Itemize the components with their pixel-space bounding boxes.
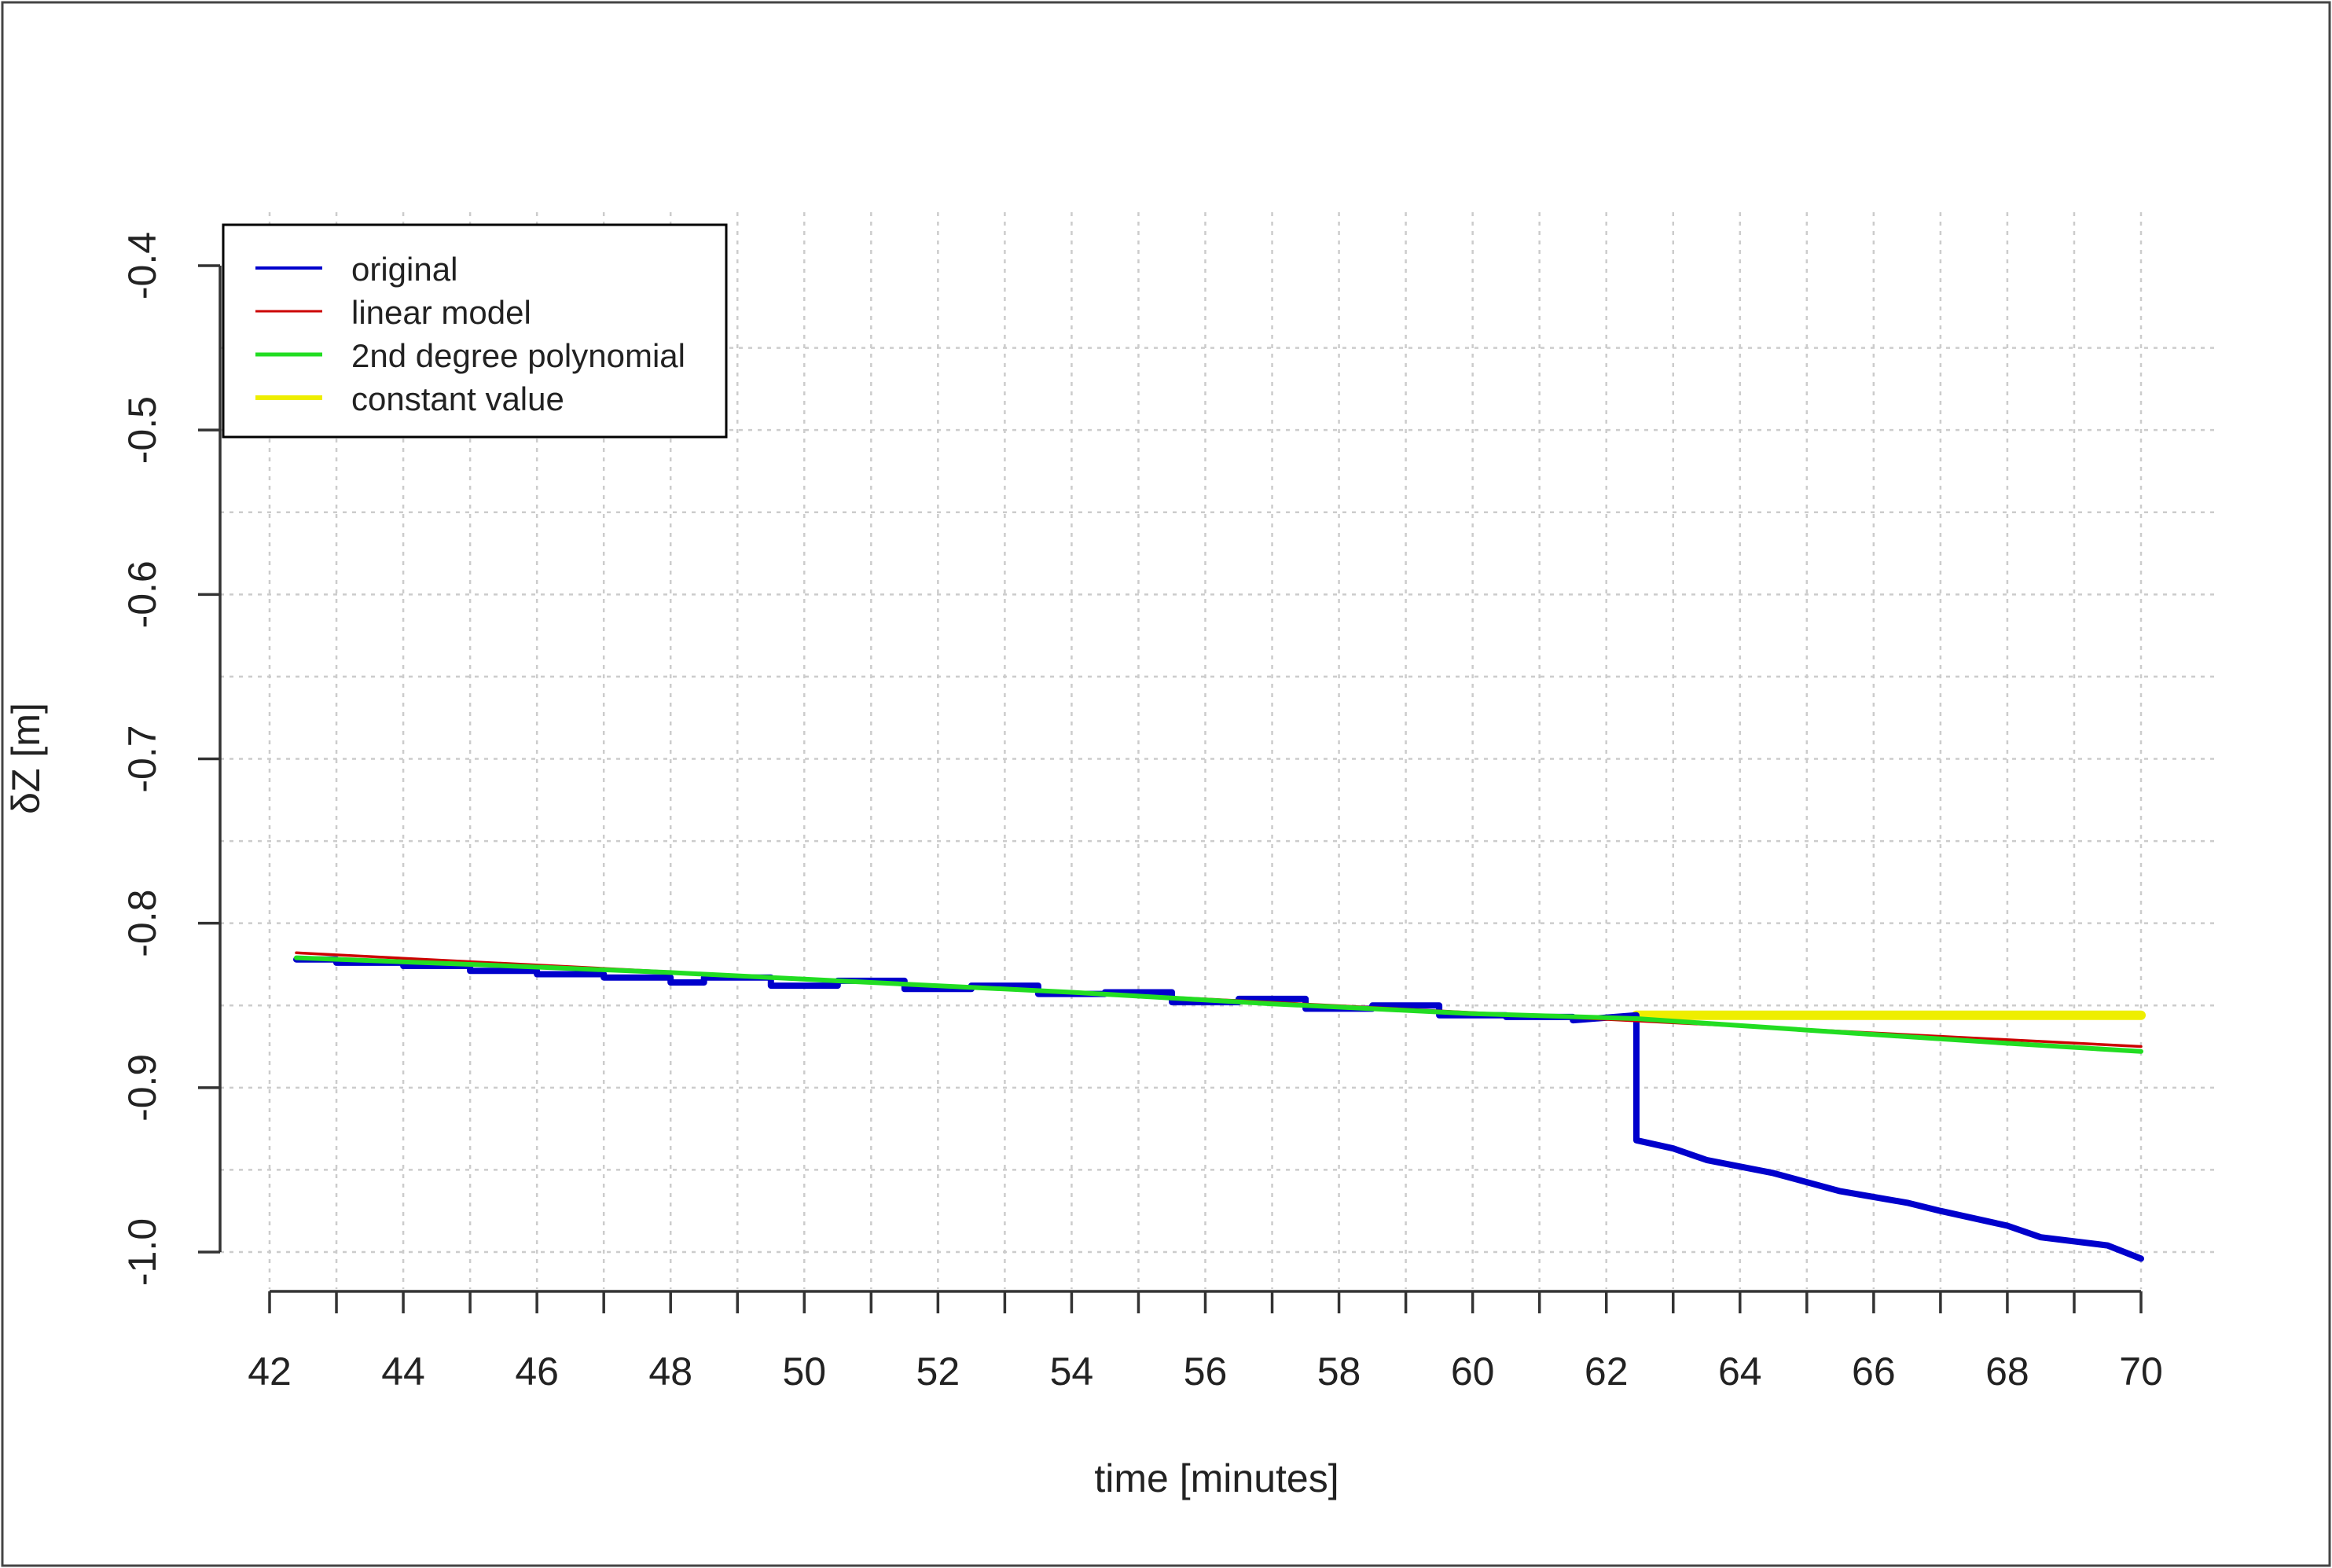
y-tick-label: -0.7: [120, 725, 164, 792]
y-tick-label: -0.5: [120, 396, 164, 464]
legend-label: constant value: [351, 380, 564, 417]
x-tick-label: 50: [782, 1350, 826, 1394]
y-tick-label: -1.0: [120, 1218, 164, 1286]
x-tick-label: 52: [916, 1350, 960, 1394]
y-tick-label: -0.6: [120, 560, 164, 628]
series-line-2nd-degree-polynomial: [294, 955, 2143, 1054]
legend-label: original: [351, 251, 457, 288]
x-tick-label: 60: [1451, 1350, 1495, 1394]
y-axis: -1.0 -0.9 -0.8 -0.7 -0.6 -0.5 -0.4: [120, 232, 222, 1286]
y-axis-label: δZ [m]: [4, 703, 48, 814]
x-tick-label: 64: [1718, 1350, 1762, 1394]
legend: original linear model 2nd degree polynomia…: [222, 223, 728, 439]
legend-label: linear model: [351, 294, 531, 331]
grid: [220, 212, 2218, 1289]
x-axis: 42 44 46 48 50 52 54 56 58 60 62 64 66 68 70: [248, 1290, 2163, 1394]
x-tick-label: 44: [381, 1350, 425, 1394]
plot-series: [293, 951, 2146, 1262]
legend-label: 2nd degree polynomial: [351, 337, 685, 374]
x-tick-label: 62: [1585, 1350, 1629, 1394]
x-tick-label: 70: [2119, 1350, 2163, 1394]
x-tick-label: 42: [248, 1350, 292, 1394]
x-tick-label: 68: [1985, 1350, 2029, 1394]
y-tick-label: -0.9: [120, 1054, 164, 1122]
x-tick-label: 54: [1050, 1350, 1094, 1394]
x-tick-label: 56: [1184, 1350, 1228, 1394]
y-tick-label: -0.4: [120, 232, 164, 299]
y-tick-label: -0.8: [120, 890, 164, 957]
x-tick-label: 46: [515, 1350, 559, 1394]
x-axis-label: time [minutes]: [1094, 1456, 1339, 1500]
legend-box: [222, 223, 728, 439]
x-tick-label: 66: [1852, 1350, 1896, 1394]
x-tick-label: 58: [1317, 1350, 1361, 1394]
x-tick-label: 48: [648, 1350, 692, 1394]
